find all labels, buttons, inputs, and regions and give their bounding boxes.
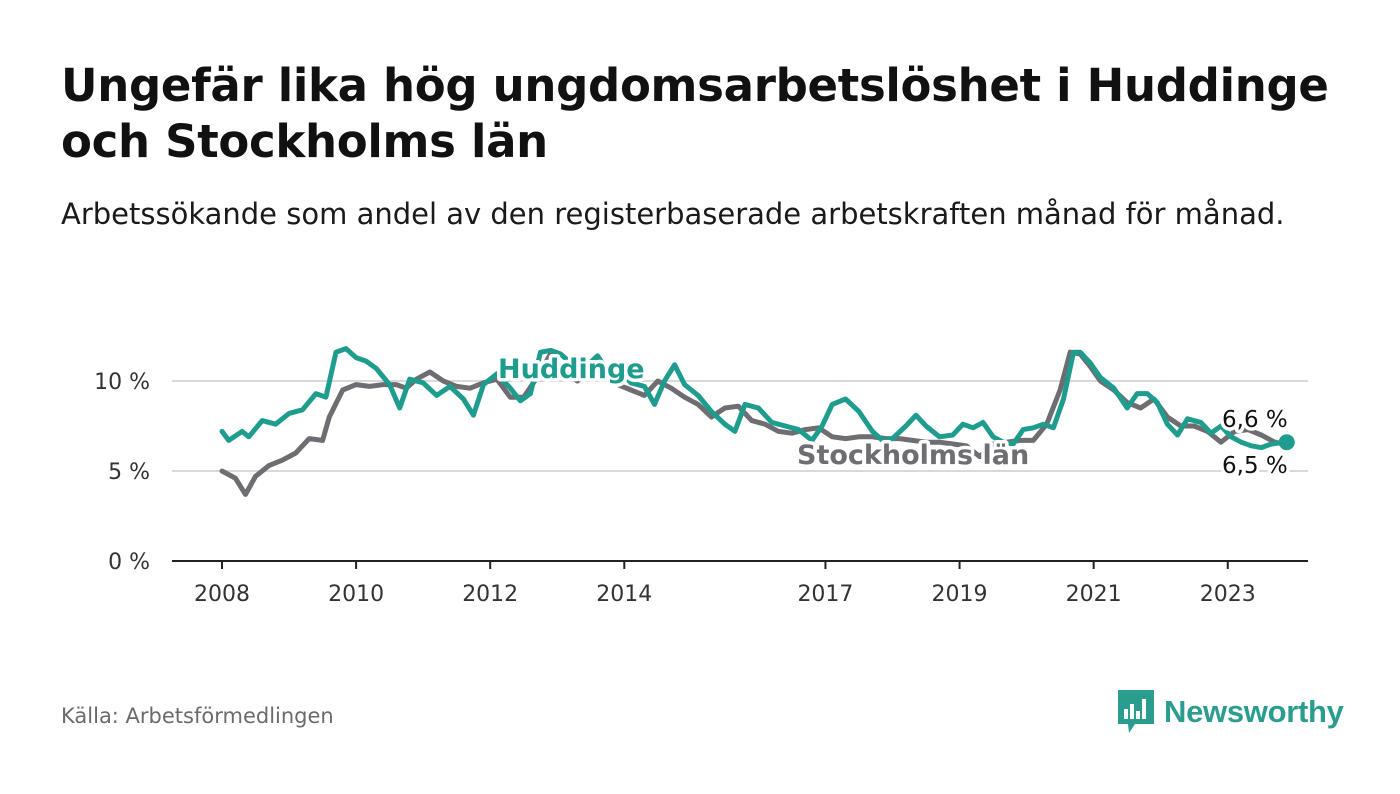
brand-logo: Newsworthy [1118, 690, 1344, 734]
stockholm-end-value-halo: 6,5 % [1222, 453, 1288, 479]
chart-subtitle: Arbetssökande som andel av den registerb… [61, 197, 1285, 231]
huddinge-end-value: 6,6 % [1222, 407, 1288, 433]
x-tick-label: 2021 [1066, 582, 1122, 607]
stockholm-end-value: 6,5 % [1222, 453, 1288, 479]
gridlines [172, 380, 1308, 472]
newsworthy-icon [1118, 690, 1154, 733]
y-tick-label: 0 % [108, 550, 150, 575]
x-tick-label: 2010 [328, 582, 384, 607]
x-tick-label: 2012 [462, 582, 518, 607]
x-tick-label: 2019 [932, 582, 988, 607]
huddinge-end-point [1278, 434, 1295, 451]
huddinge-series-label-halo: Huddinge [498, 354, 645, 385]
x-tick-label: 2014 [596, 582, 652, 607]
y-axis-labels: 0 % 5 % 10 % [94, 370, 150, 575]
x-tick-label: 2017 [797, 582, 853, 607]
stockholm-series-label: Stockholms län [797, 440, 1029, 471]
chart-title: Ungefär lika hög ungdomsarbetslöshet i H… [61, 59, 1329, 168]
x-tick-label: 2023 [1200, 582, 1256, 607]
x-axis: 2008 2010 2012 2014 2017 2019 2021 2023 [172, 560, 1308, 607]
y-tick-label: 10 % [94, 370, 150, 395]
huddinge-series-label: Huddinge [498, 354, 645, 385]
x-tick-label: 2008 [194, 582, 250, 607]
brand-name: Newsworthy [1164, 694, 1344, 729]
series-lines [219, 346, 1295, 497]
series-line-huddinge [219, 346, 1288, 451]
stockholm-series-label-halo: Stockholms län [797, 440, 1029, 471]
huddinge-end-value-halo: 6,6 % [1222, 407, 1288, 433]
source-note: Källa: Arbetsförmedlingen [61, 704, 334, 728]
y-tick-label: 5 % [108, 460, 150, 485]
